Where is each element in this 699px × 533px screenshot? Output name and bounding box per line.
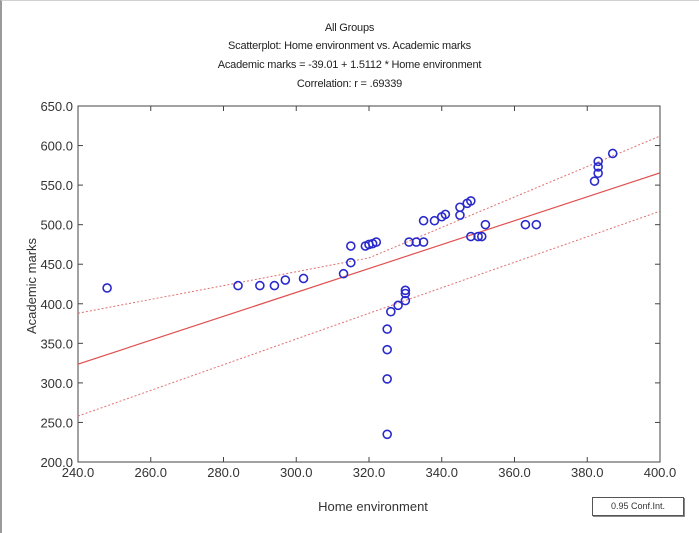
data-point (455, 210, 465, 220)
plot-area: 240.0 260.0 280.0 300.0 320.0 340.0 360.0 380.0… (40, 99, 676, 480)
data-point (371, 237, 382, 247)
data-point (400, 295, 411, 306)
data-point (480, 219, 491, 230)
conf-band-upper (78, 135, 660, 314)
data-point (531, 219, 542, 230)
data-point (589, 176, 600, 186)
data-point (476, 231, 487, 242)
data-point (382, 374, 392, 384)
data-point (346, 257, 356, 268)
x-tick-label: 240.0 (62, 465, 95, 480)
plot-border (77, 105, 661, 463)
data-point (255, 280, 265, 291)
data-point (455, 202, 465, 213)
data-point (429, 215, 440, 226)
data-point (593, 162, 603, 172)
y-tick-label: 300.0 (40, 376, 73, 391)
legend-conf-int: 0.95 Conf.Int. (592, 497, 684, 516)
y-tick-label: 350.0 (40, 336, 73, 351)
data-point (400, 285, 411, 296)
x-tick-label: 360.0 (498, 465, 531, 480)
x-tick-label: 300.0 (280, 465, 313, 480)
chart-subtitle: Scatterplot: Home environment vs. Academ… (228, 40, 471, 52)
data-point (466, 196, 476, 206)
data-point (269, 280, 280, 291)
data-point (393, 300, 403, 311)
data-point (440, 209, 451, 220)
data-point (418, 215, 429, 226)
x-tick-label: 380.0 (571, 465, 604, 480)
data-point (607, 148, 618, 159)
y-tick-label: 600.0 (40, 139, 73, 154)
data-point (382, 324, 392, 334)
x-axis-label: Home environment (318, 499, 428, 514)
data-point (386, 306, 396, 317)
data-point (346, 241, 356, 251)
data-point (400, 288, 411, 299)
data-point (382, 344, 392, 355)
correlation-label: Correlation: r = .69339 (296, 78, 403, 90)
y-tick-label: 250.0 (40, 415, 73, 430)
y-tick-label: 500.0 (40, 218, 73, 233)
data-point (473, 231, 483, 242)
data-point (298, 273, 309, 284)
x-tick-label: 340.0 (425, 465, 458, 480)
data-point (280, 275, 291, 285)
regression-equation: Academic marks = -39.01 + 1.5112 * Home … (217, 59, 482, 71)
x-tick-label: 260.0 (134, 465, 167, 480)
y-tick-label: 400.0 (40, 297, 73, 312)
data-point (418, 237, 429, 247)
data-point (382, 429, 392, 440)
data-point (102, 283, 112, 293)
conf-band-lower (78, 210, 660, 417)
y-tick-label: 550.0 (40, 178, 73, 193)
y-tick-label: 650.0 (40, 99, 73, 114)
chart-title: All Groups (324, 22, 375, 34)
x-tick-label: 280.0 (207, 465, 240, 480)
x-tick-label: 320.0 (353, 465, 386, 480)
y-axis-label: Academic marks (24, 237, 39, 334)
x-tick-label: 400.0 (644, 465, 677, 480)
regression-line (78, 172, 660, 365)
data-point (338, 268, 349, 279)
data-point (520, 219, 531, 230)
data-point (593, 156, 603, 167)
y-tick-label: 450.0 (40, 257, 73, 272)
data-point (233, 280, 243, 291)
y-tick-label: 200.0 (40, 455, 73, 470)
data-point (593, 168, 603, 179)
